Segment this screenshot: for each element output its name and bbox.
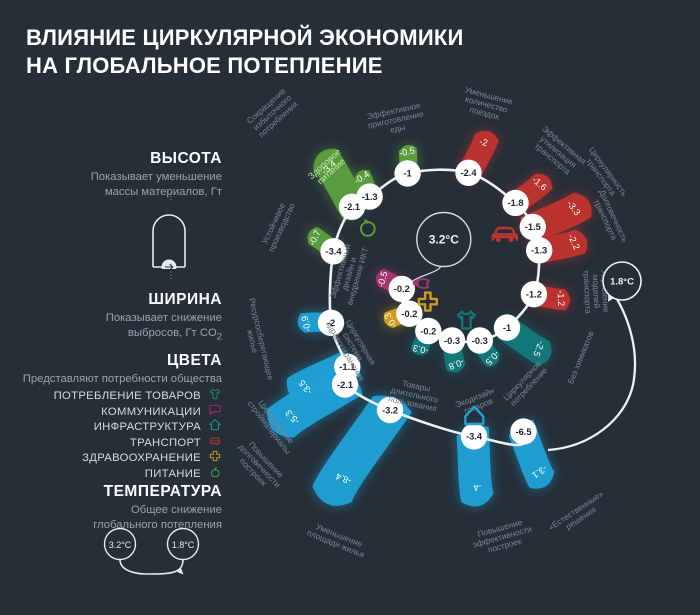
svg-text:Эффективноеприготовлениееды: Эффективноеприготовлениееды	[365, 100, 427, 140]
svg-text:-1: -1	[403, 169, 411, 179]
svg-text:-2.1: -2.1	[344, 202, 360, 212]
svg-text:Циркулярноепотребление: Циркулярноепотребление	[501, 358, 550, 408]
svg-text:-1.8: -1.8	[507, 198, 523, 208]
svg-text:-1.2: -1.2	[556, 290, 567, 306]
svg-text:3.2°C: 3.2°C	[429, 232, 459, 246]
svg-text:-2.4: -2.4	[460, 168, 477, 178]
svg-text:-3.4: -3.4	[466, 432, 483, 442]
svg-text:-1.3: -1.3	[362, 192, 378, 202]
svg-text:Ресурсосберегающеежилье: Ресурсосберегающеежилье	[238, 297, 276, 383]
svg-text:Сокращениеизбыточногопотреблен: Сокращениеизбыточногопотребления	[244, 86, 299, 140]
svg-text:-6.5: -6.5	[515, 427, 531, 437]
svg-text:-1.2: -1.2	[526, 290, 542, 300]
svg-text:-0.3: -0.3	[444, 336, 460, 346]
svg-text:-0.2: -0.2	[401, 309, 417, 319]
svg-text:-1.3: -1.3	[531, 246, 547, 256]
svg-text:Без химикатов: Без химикатов	[565, 329, 596, 385]
svg-text:Уменьшениеколичествопоездок: Уменьшениеколичествопоездок	[459, 84, 514, 124]
svg-text:«Естественные»решения: «Естественные»решения	[546, 488, 610, 539]
svg-text:-2.1: -2.1	[337, 380, 353, 390]
svg-text:-0.2: -0.2	[420, 326, 436, 336]
svg-text:-1: -1	[503, 323, 511, 333]
svg-text:1.8°C: 1.8°C	[610, 277, 634, 288]
svg-text:Уменьшениеплощади жилья: Уменьшениеплощади жилья	[306, 519, 370, 560]
svg-text:Эффективнаяутилизациятранспорт: Эффективнаяутилизациятранспорта	[529, 123, 589, 179]
svg-text:-1.5: -1.5	[525, 222, 541, 232]
svg-text:-3.2: -3.2	[382, 405, 398, 415]
svg-text:Повышениеэффективностипостроек: Повышениеэффективностипостроек	[469, 515, 536, 559]
svg-text:-0.2: -0.2	[394, 284, 410, 294]
svg-text:Экодизайнтоваров: Экодизайнтоваров	[454, 385, 499, 418]
svg-text:Устойчивоепроизводство: Устойчивоепроизводство	[258, 197, 298, 253]
svg-text:-0.3: -0.3	[472, 336, 488, 346]
